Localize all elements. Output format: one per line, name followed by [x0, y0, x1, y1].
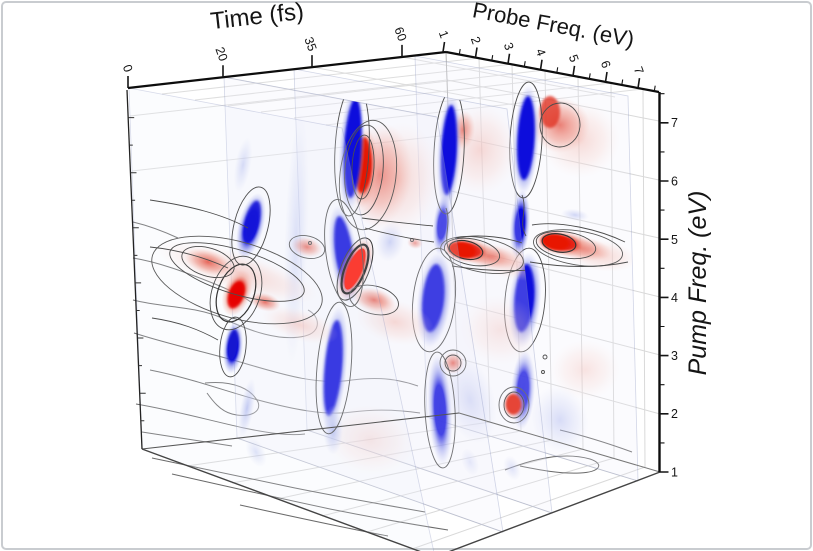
pump-tick-5: 5 [671, 233, 678, 247]
ceiling-grid [161, 56, 644, 126]
time-tick-60: 60 [391, 25, 409, 43]
slice-t20 [223, 76, 504, 533]
time-tick-35: 35 [301, 35, 319, 53]
probe-tick-1: 1 [436, 29, 452, 40]
probe-tick-labels: 1 2 3 4 5 6 7 [436, 29, 647, 76]
probe-axis-title: Probe Freq. (eV) [471, 0, 637, 52]
time-tick-20: 20 [212, 45, 230, 63]
time-tick-labels: 0 20 35 60 [120, 25, 410, 74]
box-edges [126, 89, 661, 551]
time-tick-0: 0 [120, 63, 136, 74]
floor-projection [151, 416, 646, 550]
pump-tick-labels: 1 2 3 4 5 6 7 [671, 116, 678, 480]
pump-axis-title: Pump Freq. (eV) [684, 191, 712, 376]
pump-tick-2: 2 [671, 407, 678, 421]
pump-axis [658, 92, 669, 473]
pump-tick-7: 7 [671, 116, 678, 130]
probe-axis [442, 41, 660, 94]
probe-tick-4: 4 [533, 47, 549, 58]
pump-tick-1: 1 [671, 466, 678, 480]
pump-tick-3: 3 [671, 349, 678, 363]
probe-tick-5: 5 [566, 53, 582, 64]
slice-t0 [128, 87, 435, 551]
probe-tick-6: 6 [598, 59, 614, 70]
time-axis-title: Time (fs) [209, 0, 305, 35]
probe-tick-2: 2 [468, 35, 484, 46]
pump-tick-6: 6 [671, 175, 678, 189]
pump-tick-4: 4 [671, 291, 678, 305]
probe-tick-7: 7 [631, 65, 647, 76]
time-axis [127, 44, 447, 90]
probe-tick-3: 3 [501, 41, 517, 52]
